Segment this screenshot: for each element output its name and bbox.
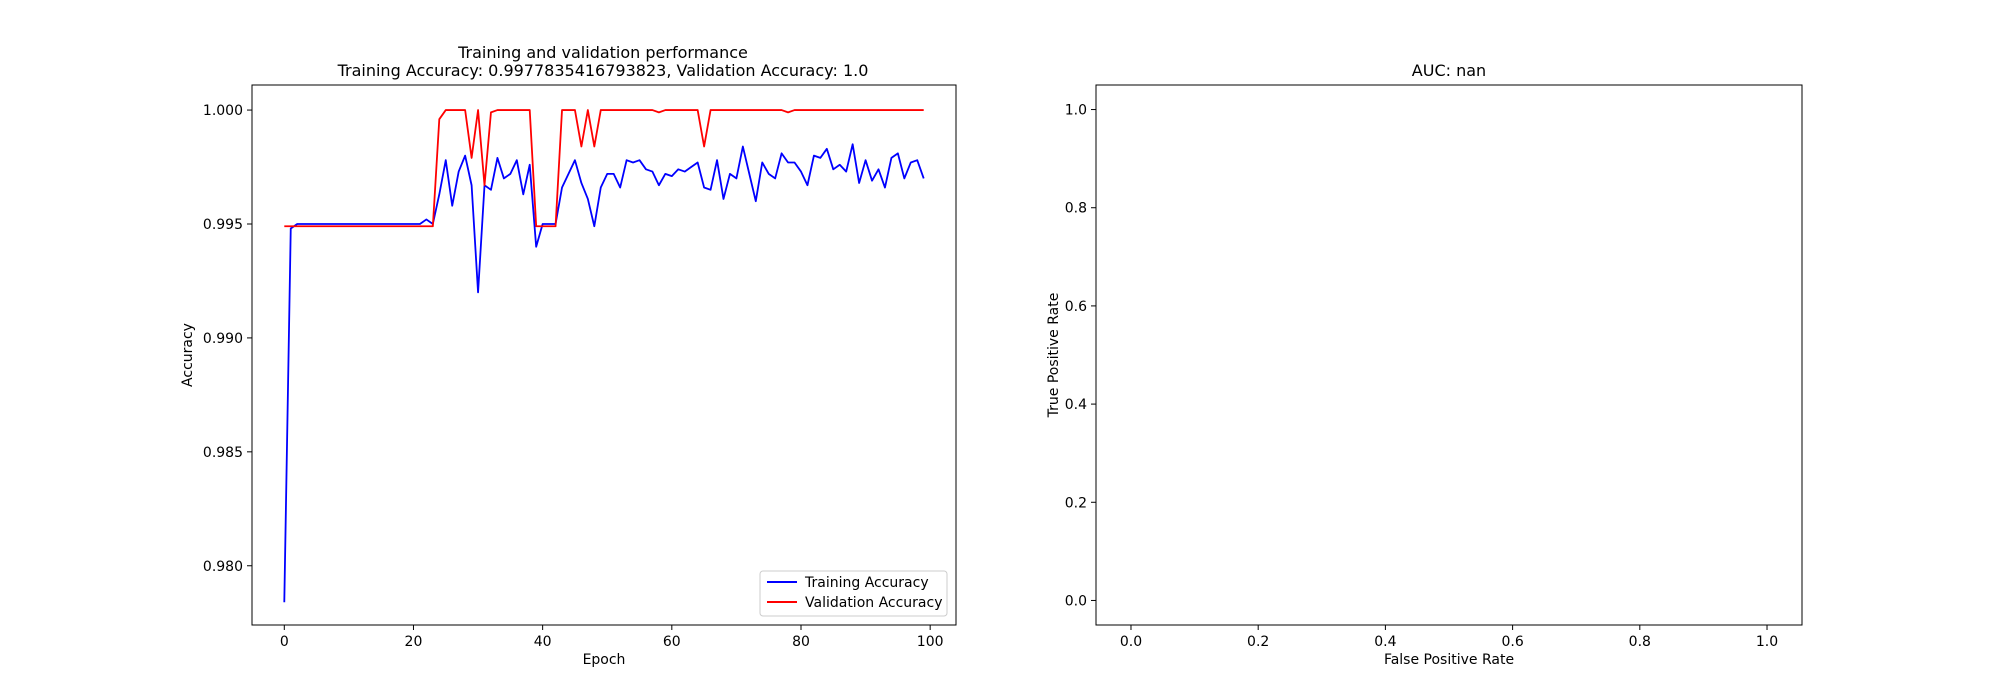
accuracy-chart-axes-frame xyxy=(251,84,957,626)
accuracy-chart-ticks: 0 20 40 60 80 100 0.980 0.985 0.990 0.995 1.000 xyxy=(203,103,944,650)
accuracy-x-tick-label: 20 xyxy=(405,634,423,650)
accuracy-chart-x-axis-label: Epoch xyxy=(583,652,626,668)
accuracy-x-tick-label: 40 xyxy=(534,634,552,650)
accuracy-y-tick-label: 0.990 xyxy=(203,331,243,347)
accuracy-chart-title: Training and validation performance xyxy=(457,43,748,62)
accuracy-chart-series xyxy=(283,109,925,603)
accuracy-x-tick-label: 100 xyxy=(917,634,944,650)
validation-accuracy-line xyxy=(284,109,924,228)
legend-label-validation: Validation Accuracy xyxy=(805,595,943,611)
accuracy-x-tick-label: 80 xyxy=(792,634,810,650)
roc-chart-y-axis-label: True Positive Rate xyxy=(1046,293,1062,419)
roc-chart-ticks: 0.0 0.2 0.4 0.6 0.8 1.0 0.0 0.2 0.4 0.6 0.8 1.0 xyxy=(1065,103,1778,650)
roc-y-tick-label: 0.6 xyxy=(1065,299,1087,315)
accuracy-y-tick-label: 0.995 xyxy=(203,217,243,233)
training-accuracy-line xyxy=(283,143,925,603)
roc-x-tick-label: 0.4 xyxy=(1374,634,1396,650)
legend-box xyxy=(759,570,948,617)
accuracy-chart-subtitle: Training Accuracy: 0.9977835416793823, V… xyxy=(337,61,869,80)
legend-label-training: Training Accuracy xyxy=(804,575,929,591)
accuracy-chart-y-axis-label: Accuracy xyxy=(180,323,196,387)
roc-chart-x-axis-label: False Positive Rate xyxy=(1384,652,1514,668)
accuracy-x-tick-label: 60 xyxy=(663,634,681,650)
roc-x-tick-label: 0.6 xyxy=(1501,634,1523,650)
roc-y-tick-label: 0.4 xyxy=(1065,397,1087,413)
roc-y-tick-label: 1.0 xyxy=(1065,103,1087,119)
roc-x-tick-label: 0.2 xyxy=(1247,634,1269,650)
accuracy-chart: Training and validation performance Trai… xyxy=(180,43,957,668)
roc-chart-title: AUC: nan xyxy=(1412,61,1486,80)
roc-chart-axes-frame xyxy=(1095,84,1803,626)
accuracy-chart-legend: Training Accuracy Validation Accuracy xyxy=(759,570,948,617)
accuracy-y-tick-label: 1.000 xyxy=(203,103,243,119)
roc-y-tick-label: 0.8 xyxy=(1065,201,1087,217)
roc-chart: AUC: nan 0.0 0.2 0.4 0.6 0.8 1.00.00.20.40.60… xyxy=(1046,61,1803,668)
roc-x-tick-label: 1.0 xyxy=(1756,634,1778,650)
accuracy-x-tick-label: 0 xyxy=(280,634,289,650)
accuracy-y-tick-label: 0.985 xyxy=(203,445,243,461)
accuracy-y-tick-label: 0.980 xyxy=(203,559,243,575)
roc-y-tick-label: 0.2 xyxy=(1065,495,1087,511)
roc-x-tick-label: 0.0 xyxy=(1120,634,1142,650)
roc-y-tick-label: 0.0 xyxy=(1065,593,1087,609)
roc-x-tick-label: 0.8 xyxy=(1629,634,1651,650)
